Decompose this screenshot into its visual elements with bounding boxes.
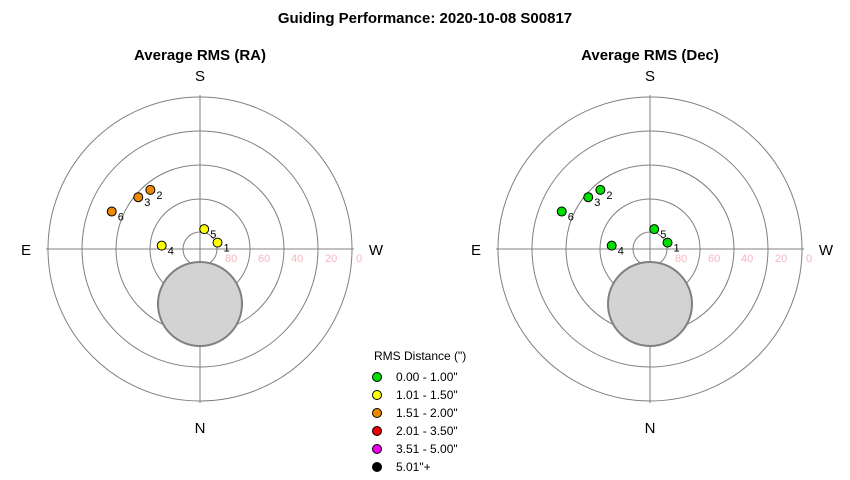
data-point-2: [145, 184, 156, 195]
legend-item: 1.01 - 1.50": [370, 386, 500, 404]
point-label-4: 4: [168, 246, 174, 258]
legend-swatch: [372, 444, 382, 454]
ring-label-20: 20: [775, 253, 787, 265]
point-label-6: 6: [118, 212, 124, 224]
legend-item: 2.01 - 3.50": [370, 422, 500, 440]
direction-N: N: [645, 420, 656, 437]
legend-swatch: [372, 426, 382, 436]
ring-label-40: 40: [741, 253, 753, 265]
legend-label: 1.01 - 1.50": [396, 388, 458, 402]
ring-label-60: 60: [708, 253, 720, 265]
direction-E: E: [21, 242, 31, 259]
data-point-6: [556, 206, 567, 217]
data-point-2: [595, 184, 606, 195]
legend-item: 1.51 - 2.00": [370, 404, 500, 422]
ring-label-80: 80: [675, 253, 687, 265]
point-label-3: 3: [144, 197, 150, 209]
legend-item: 0.00 - 1.00": [370, 368, 500, 386]
legend-label: 5.01"+: [396, 460, 431, 474]
point-label-3: 3: [594, 197, 600, 209]
legend-swatch: [372, 462, 382, 472]
legend: RMS Distance (") 0.00 - 1.00" 1.01 - 1.50…: [370, 349, 500, 476]
pole-region: [157, 261, 243, 347]
legend-title: RMS Distance ("): [374, 349, 467, 363]
direction-S: S: [645, 68, 655, 85]
subplot-title: Average RMS (Dec): [581, 47, 719, 64]
legend-swatch: [372, 408, 382, 418]
direction-W: W: [819, 242, 834, 259]
ring-label-0: 0: [806, 253, 812, 265]
point-label-1: 1: [224, 243, 230, 255]
data-point-3: [583, 192, 594, 203]
point-label-4: 4: [618, 246, 624, 258]
direction-W: W: [369, 242, 384, 259]
point-label-2: 2: [606, 190, 612, 202]
legend-label: 0.00 - 1.00": [396, 370, 458, 384]
legend-label: 3.51 - 5.00": [396, 442, 458, 456]
ring-label-40: 40: [291, 253, 303, 265]
ring-label-80: 80: [225, 253, 237, 265]
legend-label: 1.51 - 2.00": [396, 406, 458, 420]
legend-items: 0.00 - 1.00" 1.01 - 1.50" 1.51 - 2.00" 2.01…: [370, 368, 500, 476]
point-label-5: 5: [660, 229, 666, 241]
data-point-1: [662, 237, 673, 248]
ring-label-20: 20: [325, 253, 337, 265]
direction-N: N: [195, 420, 206, 437]
point-label-2: 2: [156, 190, 162, 202]
direction-S: S: [195, 68, 205, 85]
point-label-1: 1: [674, 243, 680, 255]
legend-item: 3.51 - 5.00": [370, 440, 500, 458]
chart-title: Guiding Performance: 2020-10-08 S00817: [277, 10, 573, 27]
point-label-5: 5: [210, 229, 216, 241]
ring-label-0: 0: [356, 253, 362, 265]
data-point-1: [212, 237, 223, 248]
direction-E: E: [471, 242, 481, 259]
legend-label: 2.01 - 3.50": [396, 424, 458, 438]
ring-label-60: 60: [258, 253, 270, 265]
data-point-5: [649, 224, 660, 235]
data-point-4: [156, 240, 167, 251]
data-point-6: [106, 206, 117, 217]
legend-swatch: [372, 390, 382, 400]
data-point-3: [133, 192, 144, 203]
data-point-5: [199, 224, 210, 235]
legend-item: 5.01"+: [370, 458, 500, 476]
subplot-title: Average RMS (RA): [134, 47, 266, 64]
pole-region: [607, 261, 693, 347]
point-label-6: 6: [568, 212, 574, 224]
legend-swatch: [372, 372, 382, 382]
data-point-4: [606, 240, 617, 251]
